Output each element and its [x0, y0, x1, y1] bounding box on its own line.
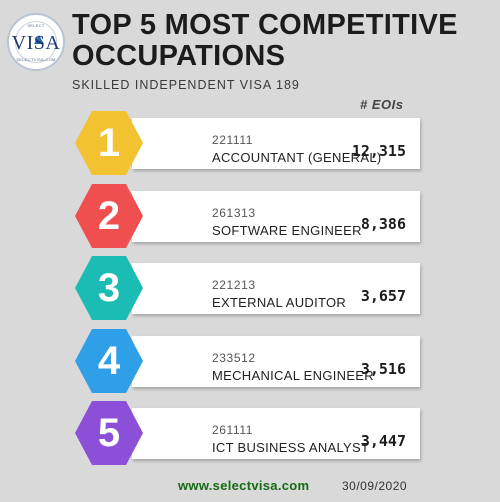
occupation-name: MECHANICAL ENGINEER: [212, 367, 374, 383]
logo-top-text: SELECT: [27, 23, 45, 28]
anzsco-code: 261313: [212, 205, 256, 220]
occupation-name: ACCOUNTANT (GENERAL): [212, 150, 382, 165]
eoi-count: 3,516: [360, 359, 406, 378]
occupation-row: 261111 ICT BUSINESS ANALYST 3,447 5: [74, 400, 420, 466]
hexagon-shape: [75, 256, 143, 320]
hexagon-shape: [75, 401, 143, 465]
rank-number: 2: [97, 193, 121, 238]
hexagon-shape: [75, 328, 143, 393]
logo-wordmark: VISA: [11, 32, 61, 54]
occupation-card: 261111 ICT BUSINESS ANALYST 3,447: [132, 408, 420, 459]
website-link[interactable]: www.selectvisa.com: [178, 478, 310, 493]
occupation-row: 233512 MECHANICAL ENGINEER 3,516 4: [74, 328, 420, 394]
occupation-name: ICT BUSINESS ANALYST: [212, 440, 370, 455]
occupation-card: 261313 SOFTWARE ENGINEER 8,386: [132, 190, 420, 242]
occupation-row: 261313 SOFTWARE ENGINEER 8,386 2: [74, 183, 420, 249]
rank-hexagon-icon: [74, 255, 144, 321]
rank-hexagon-icon: [74, 400, 144, 466]
eoi-count: 3,657: [360, 287, 406, 305]
page-title: TOP 5 MOST COMPETITIVE OCCUPATIONS: [72, 9, 458, 72]
anzsco-code: 261111: [212, 423, 253, 437]
page-subtitle: SKILLED INDEPENDENT VISA 189: [72, 78, 300, 92]
hexagon-shape: [75, 111, 143, 175]
logo-bottom-text: SELECTVISA.COM: [16, 57, 56, 62]
occupation-row: 221213 EXTERNAL AUDITOR 3,657 3: [74, 255, 420, 321]
date-label: 30/09/2020: [342, 479, 408, 493]
rank-number: 3: [97, 266, 121, 310]
occupation-card: 221213 EXTERNAL AUDITOR 3,657: [132, 263, 420, 314]
rank-number: 5: [97, 411, 121, 455]
logo-triangle-icon: [34, 35, 44, 44]
anzsco-code: 221111: [212, 133, 253, 147]
logo-ring: [15, 21, 57, 63]
rank-hexagon-icon: [74, 110, 144, 176]
eois-column-header: # EOIs: [360, 97, 404, 112]
anzsco-code: 233512: [212, 350, 256, 365]
select-visa-logo: SELECT VISA SELECTVISA.COM: [7, 13, 65, 71]
rank-hexagon-icon: [74, 328, 144, 394]
rank-hexagon-icon: [74, 183, 144, 249]
occupation-name: SOFTWARE ENGINEER: [212, 222, 362, 238]
occupation-card: 221111 ACCOUNTANT (GENERAL) 12,315: [132, 118, 420, 169]
occupation-card: 233512 MECHANICAL ENGINEER 3,516: [132, 335, 420, 387]
rank-number: 1: [97, 121, 121, 165]
hexagon-shape: [75, 183, 143, 248]
eoi-count: 8,386: [360, 214, 406, 233]
eoi-count: 12,315: [351, 142, 406, 160]
occupation-row: 221111 ACCOUNTANT (GENERAL) 12,315 1: [74, 110, 420, 176]
eoi-count: 3,447: [360, 432, 406, 450]
occupation-name: EXTERNAL AUDITOR: [212, 295, 347, 310]
rank-number: 4: [97, 338, 121, 383]
anzsco-code: 221213: [212, 278, 256, 292]
